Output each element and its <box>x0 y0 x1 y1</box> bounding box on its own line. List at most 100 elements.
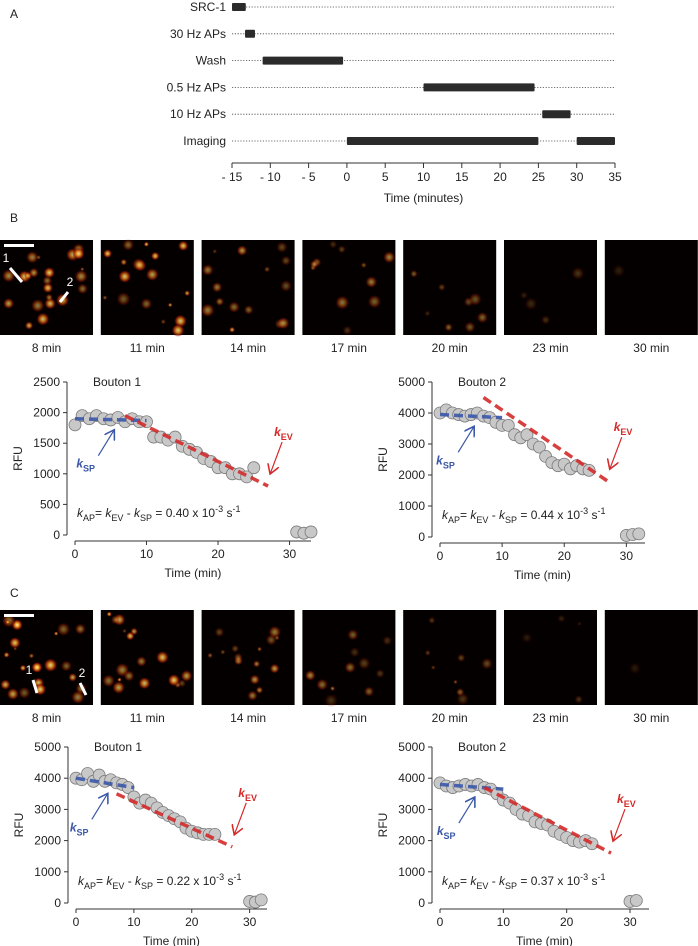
span-bar <box>232 3 246 11</box>
x-tick-label: 20 <box>493 170 507 184</box>
image-spot <box>5 619 11 625</box>
image-spot <box>125 631 135 641</box>
panel-label: B <box>10 211 18 225</box>
equation-part: = <box>96 874 106 888</box>
equation-part: - <box>488 874 499 888</box>
image-spot <box>74 269 88 283</box>
annotation-arrow <box>458 797 475 824</box>
image-spot <box>612 264 626 278</box>
fit-line <box>115 792 234 849</box>
image-spot <box>229 326 236 333</box>
image-spot <box>122 239 135 251</box>
image-spot <box>521 632 533 644</box>
image-spot <box>26 251 39 264</box>
equation-part: = 0.44 x 10 <box>517 508 580 522</box>
image-spot <box>106 611 112 617</box>
image-spot <box>53 631 59 636</box>
image-spot <box>375 669 385 679</box>
image-spot <box>167 674 181 687</box>
image-spot <box>110 615 120 625</box>
image-time-label: 8 min <box>32 341 61 355</box>
image-spot <box>277 317 290 330</box>
image-spot <box>233 652 243 663</box>
fit-label-main: k <box>238 786 246 800</box>
image-spot <box>276 241 288 253</box>
image-spot <box>438 283 446 291</box>
fit-line <box>439 782 504 791</box>
data-point <box>254 893 268 907</box>
equation-part: -3 <box>580 506 588 516</box>
y-tick-label: 2500 <box>33 375 60 389</box>
image-spot <box>138 677 151 690</box>
equation-part: SP <box>140 513 152 523</box>
image-spot <box>31 661 43 673</box>
x-axis-label: Time (min) <box>516 934 573 946</box>
image-time-label: 14 min <box>230 341 266 355</box>
image-spot <box>444 323 453 332</box>
row-label: 10 Hz APs <box>170 107 226 121</box>
x-tick-label: 25 <box>532 170 546 184</box>
y-tick-label: 0 <box>53 528 60 542</box>
marker-label: 1 <box>26 663 33 677</box>
x-tick-label: 30 <box>283 547 297 561</box>
chart-title: Bouton 1 <box>94 740 142 754</box>
equation-part: k <box>499 508 506 522</box>
image-spot <box>220 649 226 655</box>
image-spot <box>424 310 431 317</box>
x-tick-label: 30 <box>570 170 584 184</box>
image-spot <box>344 661 356 674</box>
equation-part: s <box>588 874 597 888</box>
image-spot <box>211 282 223 293</box>
equation-part: k <box>105 506 112 520</box>
equation-part: = 0.22 x 10 <box>153 874 216 888</box>
data-point <box>501 418 515 432</box>
image-time-label: 17 min <box>331 341 367 355</box>
y-tick-label: 3000 <box>34 802 61 816</box>
x-tick-label: - 5 <box>302 170 316 184</box>
image-spot <box>9 637 21 649</box>
image-spot <box>264 266 271 273</box>
fit-label-main: k <box>274 425 282 439</box>
image-spot <box>457 653 466 663</box>
data-point <box>629 894 643 907</box>
image-spot <box>524 297 538 311</box>
x-tick-label: 35 <box>608 170 622 184</box>
image-spot <box>43 658 58 672</box>
annotation-arrow <box>234 802 247 835</box>
scale-bar <box>4 614 34 617</box>
image-time-label: 23 min <box>532 341 568 355</box>
equation-part: SP <box>505 515 517 525</box>
image-spot <box>428 616 436 624</box>
marker-label: 2 <box>79 666 86 680</box>
panel-label: C <box>10 586 19 600</box>
x-tick-label: 0 <box>437 915 444 929</box>
image-time-label: 14 min <box>230 711 266 725</box>
image-frame <box>403 610 497 705</box>
equation-part: = <box>460 508 470 522</box>
marker-arrow <box>8 267 24 283</box>
fit-label-main: k <box>436 453 444 467</box>
equation-part: - <box>124 874 135 888</box>
image-spot <box>31 298 45 313</box>
image-spot <box>424 649 431 656</box>
image-spot <box>160 319 166 325</box>
x-tick-label: 15 <box>455 170 469 184</box>
fit-label-sub: EV <box>624 799 636 809</box>
fit-label-sub: SP <box>444 831 456 841</box>
image-spot <box>171 323 185 337</box>
image-time-label: 20 min <box>432 341 468 355</box>
equation-part: EV <box>112 881 124 891</box>
image-spot <box>265 634 277 646</box>
image-spot <box>253 660 261 668</box>
image-spot <box>228 301 240 313</box>
image-spot <box>118 270 132 283</box>
equation-part: SP <box>141 881 153 891</box>
chart-title: Bouton 2 <box>458 375 506 389</box>
image-spot <box>140 298 153 310</box>
y-tick-label: 3000 <box>398 802 425 816</box>
image-spot <box>310 260 319 269</box>
x-axis-label: Time (min) <box>143 934 200 946</box>
span-bar <box>423 83 535 92</box>
image-spot <box>44 297 56 310</box>
x-tick-label: 0 <box>72 547 79 561</box>
